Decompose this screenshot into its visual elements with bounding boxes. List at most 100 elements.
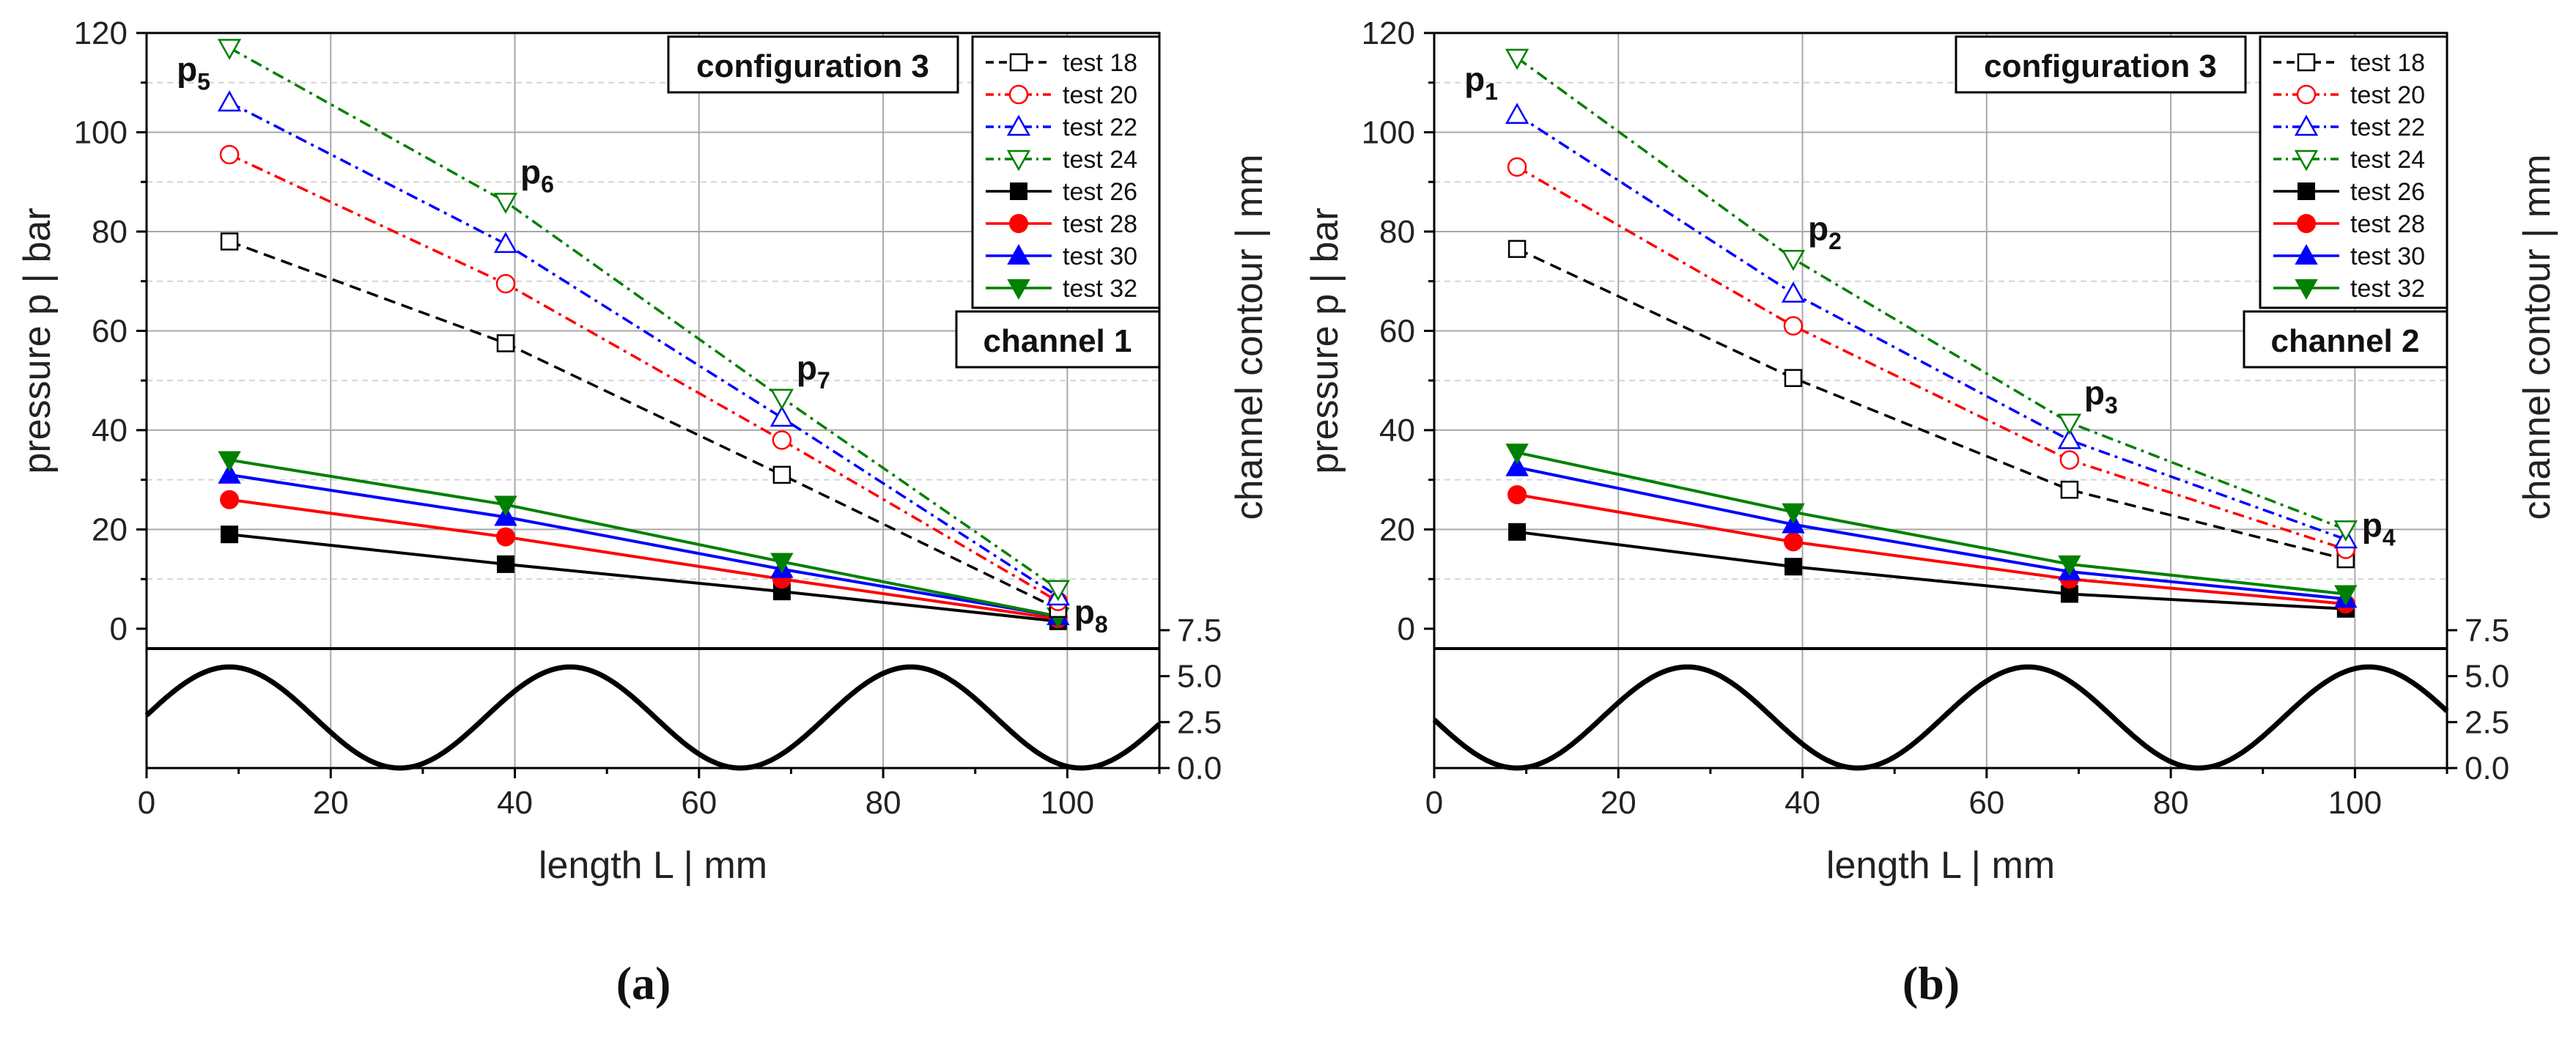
data-point xyxy=(1782,503,1805,524)
legend-label: test 24 xyxy=(1063,146,1137,174)
contour-tick-label: 5.0 xyxy=(1177,659,1222,695)
series-line xyxy=(1516,114,2347,541)
x-tick-label: 60 xyxy=(681,785,717,821)
y-tick-label: 40 xyxy=(92,413,128,449)
series-test-24 xyxy=(217,39,1070,602)
legend-marker xyxy=(1009,214,1028,233)
data-point xyxy=(1507,157,1527,177)
legend-item: test 18 xyxy=(986,49,1137,77)
series-test-32 xyxy=(218,451,1070,629)
contour-tick-label: 7.5 xyxy=(2465,613,2509,649)
legend-label: test 32 xyxy=(2350,275,2425,303)
data-point xyxy=(221,525,239,544)
legend-marker xyxy=(2295,279,2318,300)
y-tick-label: 0 xyxy=(1398,611,1415,647)
configuration-box xyxy=(667,35,959,94)
series-line xyxy=(1516,465,2346,601)
legend: test 18 test 20 test 22 test 24 test 26 test … xyxy=(2259,35,2448,309)
contour-tick-label: 7.5 xyxy=(1177,613,1222,649)
data-point xyxy=(217,39,242,60)
point-annotation: p5 xyxy=(177,50,210,95)
data-point xyxy=(2058,555,2081,576)
data-point xyxy=(218,462,241,484)
legend-item: test 26 xyxy=(986,178,1137,206)
x-tick-label: 20 xyxy=(1601,785,1636,821)
point-annotation: p7 xyxy=(797,349,830,394)
y-axis-right-label: channel contour | mm xyxy=(2516,154,2558,520)
contour-tick-label: 2.5 xyxy=(2465,704,2509,740)
data-point xyxy=(219,144,240,165)
data-point xyxy=(218,451,241,472)
y-axis-right-label: channel contour | mm xyxy=(1228,154,1271,520)
legend-item: test 20 xyxy=(986,81,1137,109)
legend-label: test 18 xyxy=(2350,49,2425,77)
legend-item: test 28 xyxy=(986,210,1137,238)
series-line xyxy=(1516,56,2347,531)
legend-marker xyxy=(2294,150,2319,171)
series-test-24 xyxy=(1505,48,2358,542)
y-tick-label: 100 xyxy=(1362,114,1415,150)
series-line xyxy=(1516,451,2347,596)
data-point xyxy=(1508,523,1527,541)
point-annotation: p1 xyxy=(1464,60,1498,105)
chart-b: 0 20 40 60 80 100 0 20 40 60 80 100 120 0.0 2.5 5.0 7.5 l… xyxy=(1304,15,2558,887)
y-axis-label: pressure p | bar xyxy=(16,207,59,473)
x-tick-label: 20 xyxy=(313,785,349,821)
data-point xyxy=(1784,369,1803,388)
data-point xyxy=(493,232,518,254)
x-tick-label: 100 xyxy=(1041,785,1094,821)
data-point xyxy=(770,388,794,410)
series-test-20 xyxy=(1507,157,2356,559)
y-tick-label: 0 xyxy=(110,611,128,647)
x-tick-label: 40 xyxy=(1785,785,1820,821)
series-line xyxy=(229,240,1059,610)
x-tick-label: 0 xyxy=(1425,785,1443,821)
legend-marker xyxy=(1010,182,1027,200)
series-test-32 xyxy=(1505,443,2358,606)
data-point xyxy=(2059,450,2080,470)
legend-label: test 26 xyxy=(2350,178,2425,206)
x-tick-label: 40 xyxy=(497,785,533,821)
y-tick-label: 120 xyxy=(1362,15,1415,51)
x-axis-label: length L | mm xyxy=(539,844,767,887)
series-line xyxy=(1516,493,2346,606)
data-point xyxy=(1505,443,1529,465)
legend-marker xyxy=(2295,243,2318,265)
legend-box xyxy=(971,35,1161,309)
data-point xyxy=(496,334,515,353)
chart-a: 0 20 40 60 80 100 0 20 40 60 80 100 120 0.0 2.5 5.0 7.5 l… xyxy=(16,15,1271,887)
legend-label: test 22 xyxy=(1063,114,1137,141)
data-point xyxy=(1505,48,1529,70)
data-point xyxy=(2333,520,2358,542)
data-point xyxy=(1507,485,1527,504)
x-tick-label: 60 xyxy=(1968,785,2004,821)
x-tick-label: 100 xyxy=(2328,785,2382,821)
series-test-20 xyxy=(219,144,1069,611)
caption-a: (a) xyxy=(616,957,671,1009)
data-point xyxy=(2057,413,2082,435)
legend-label: test 20 xyxy=(1063,81,1137,109)
contour-tick-label: 2.5 xyxy=(1177,704,1222,740)
legend-item: test 24 xyxy=(986,146,1137,174)
legend-marker xyxy=(1006,114,1031,136)
legend-box xyxy=(2259,35,2448,309)
data-point xyxy=(770,553,794,574)
data-point xyxy=(495,273,516,294)
legend-marker xyxy=(2296,84,2317,105)
y-tick-label: 20 xyxy=(1379,512,1415,547)
data-point xyxy=(770,405,794,427)
legend-marker xyxy=(1007,279,1030,300)
data-point xyxy=(2057,427,2082,449)
series-line xyxy=(229,101,1059,598)
legend: test 18 test 20 test 22 test 24 test 26 test … xyxy=(971,35,1161,309)
series-line xyxy=(229,153,1059,603)
y-tick-label: 80 xyxy=(1379,214,1415,250)
legend-item: test 28 xyxy=(2273,210,2425,238)
channel-box xyxy=(2243,310,2448,369)
axes-frame xyxy=(145,32,1161,770)
legend-marker xyxy=(1007,243,1030,265)
y-tick-label: 60 xyxy=(1379,313,1415,349)
legend-marker xyxy=(2294,114,2319,136)
series-line xyxy=(229,533,1059,623)
configuration-label: configuration 3 xyxy=(1984,48,2217,84)
